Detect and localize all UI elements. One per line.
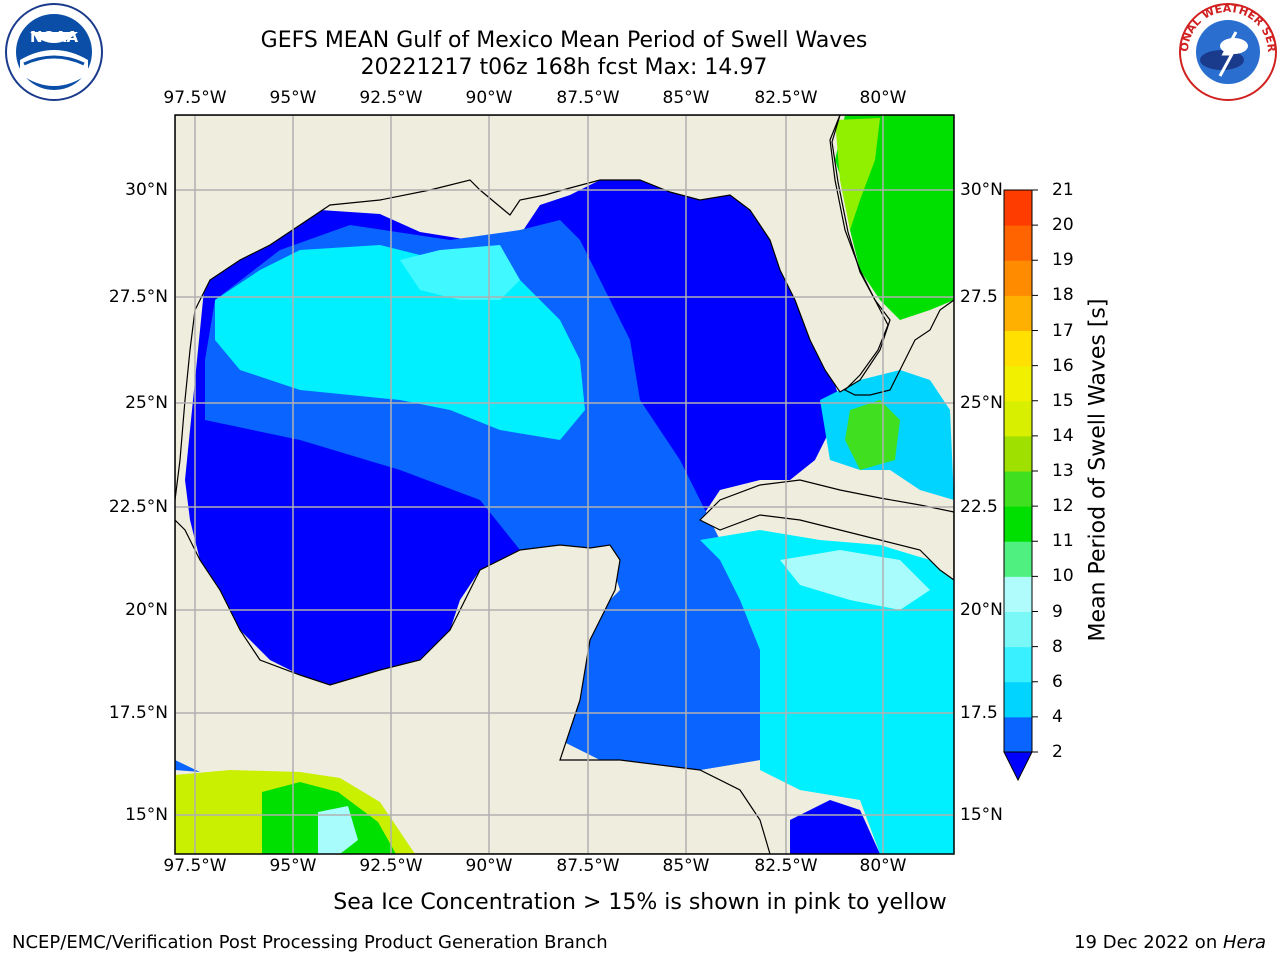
caribbean-swell: [700, 530, 954, 854]
footer-right: 19 Dec 2022 on Hera: [1074, 932, 1266, 953]
colorbar-segment: [1004, 295, 1032, 331]
lat-tick-right: 22.5: [960, 497, 998, 517]
keys-swell-green: [845, 400, 900, 470]
florida-peninsula: [831, 115, 954, 396]
footer-left: NCEP/EMC/Verification Post Processing Pr…: [12, 932, 608, 953]
colorbar-tick-label: 6: [1052, 671, 1063, 692]
lat-tick-right: 17.5: [960, 703, 998, 723]
lon-tick-bottom: 92.5°W: [359, 856, 423, 876]
lon-tick-top: 87.5°W: [556, 88, 620, 108]
colorbar: [1003, 189, 1038, 782]
colorbar-tick-label: 19: [1052, 250, 1074, 271]
colorbar-segment: [1004, 471, 1032, 507]
lat-tick-left: 27.5°N: [108, 287, 168, 307]
lon-tick-top: 85°W: [662, 88, 710, 108]
lat-tick-right: 20°N: [960, 600, 1003, 620]
map-area: [175, 115, 954, 854]
colorbar-tick-label: 14: [1052, 425, 1074, 446]
footer-date: 19 Dec 2022 on: [1074, 932, 1223, 953]
central-america-ocean: [175, 760, 200, 772]
lon-tick-bottom: 95°W: [269, 856, 317, 876]
colorbar-segment: [1004, 611, 1032, 648]
colorbar-tick-label: 4: [1052, 706, 1063, 727]
lon-tick-top: 97.5°W: [163, 88, 227, 108]
lat-tick-right: 27.5: [960, 287, 998, 307]
colorbar-tick-label: 8: [1052, 636, 1063, 657]
colorbar-tick-label: 11: [1052, 531, 1074, 552]
lon-tick-bottom: 90°W: [465, 856, 513, 876]
chart-subtitle: 20221217 t06z 168h fcst Max: 14.97: [360, 55, 768, 80]
caribbean-swell-deep: [580, 540, 760, 780]
lon-tick-bottom: 97.5°W: [163, 856, 227, 876]
colorbar-tick-label: 2: [1052, 742, 1063, 762]
colorbar-segment: [1004, 435, 1032, 472]
colorbar-tick-label: 9: [1052, 601, 1063, 622]
footer-machine: Hera: [1222, 932, 1266, 953]
colorbar-segment: [1004, 225, 1032, 261]
colorbar-segment: [1004, 646, 1032, 683]
atlantic-swell-light: [835, 118, 880, 230]
colorbar-tick-label: 10: [1052, 566, 1074, 587]
noaa-logo-text: NOAA: [30, 28, 79, 46]
chart-title: GEFS MEAN Gulf of Mexico Mean Period of …: [260, 28, 868, 53]
noaa-logo: NOAA: [2, 2, 106, 106]
lat-tick-left: 17.5°N: [108, 703, 168, 723]
colorbar-segment: [1004, 260, 1032, 296]
sea-ice-note: Sea Ice Concentration > 15% is shown in …: [333, 890, 947, 915]
colorbar-segment: [1004, 330, 1032, 367]
colorbar-tick-label: 21: [1052, 180, 1074, 200]
lat-tick-left: 15°N: [125, 805, 168, 825]
colorbar-segment: [1004, 681, 1032, 718]
us-gulf-coast: [175, 115, 891, 501]
map-frame: [174, 114, 955, 855]
lat-tick-right: 30°N: [960, 180, 1003, 200]
colorbar-segment: [1004, 400, 1032, 437]
lon-tick-top: 90°W: [465, 88, 513, 108]
gridlines: [175, 115, 954, 854]
colorbar-tick-label: 17: [1052, 320, 1074, 341]
lon-tick-bottom: 80°W: [859, 856, 907, 876]
colorbar-segment: [1004, 506, 1032, 542]
colorbar-segment: [1004, 190, 1032, 226]
lat-tick-left: 22.5°N: [108, 497, 168, 517]
colorbar-tick-label: 20: [1052, 215, 1074, 236]
caribbean-swell-south: [790, 800, 880, 854]
lon-tick-top: 82.5°W: [754, 88, 818, 108]
colorbar-extend-triangle: [1003, 751, 1033, 782]
caribbean-swell-light: [780, 550, 930, 610]
colorbar-tick-label: 16: [1052, 355, 1074, 376]
colorbar-tick-label: 15: [1052, 390, 1074, 411]
colorbar-label: Mean Period of Swell Waves [s]: [1085, 298, 1111, 642]
lon-tick-top: 95°W: [269, 88, 317, 108]
colorbar-segment: [1004, 365, 1032, 402]
lat-tick-left: 20°N: [125, 600, 168, 620]
colorbar-segment: [1004, 541, 1032, 577]
lat-tick-left: 25°N: [125, 393, 168, 413]
nws-logo: NATIONAL WEATHER SERVICE: [1171, 0, 1280, 106]
lat-tick-right: 25°N: [960, 393, 1003, 413]
colorbar-segment: [1004, 576, 1032, 612]
colorbar-tick-label: 18: [1052, 285, 1074, 306]
lon-tick-bottom: 85°W: [662, 856, 710, 876]
lat-tick-left: 30°N: [125, 180, 168, 200]
lat-tick-right: 15°N: [960, 805, 1003, 825]
lon-tick-top: 80°W: [859, 88, 907, 108]
lon-tick-top: 92.5°W: [359, 88, 423, 108]
colorbar-tick-label: 12: [1052, 496, 1074, 517]
lon-tick-bottom: 87.5°W: [556, 856, 620, 876]
lon-tick-bottom: 82.5°W: [754, 856, 818, 876]
mexico-yucatan: [175, 519, 771, 854]
colorbar-tick-label: 13: [1052, 461, 1074, 481]
colorbar-segment: [1004, 716, 1032, 753]
swell-6-8s: [400, 245, 520, 300]
